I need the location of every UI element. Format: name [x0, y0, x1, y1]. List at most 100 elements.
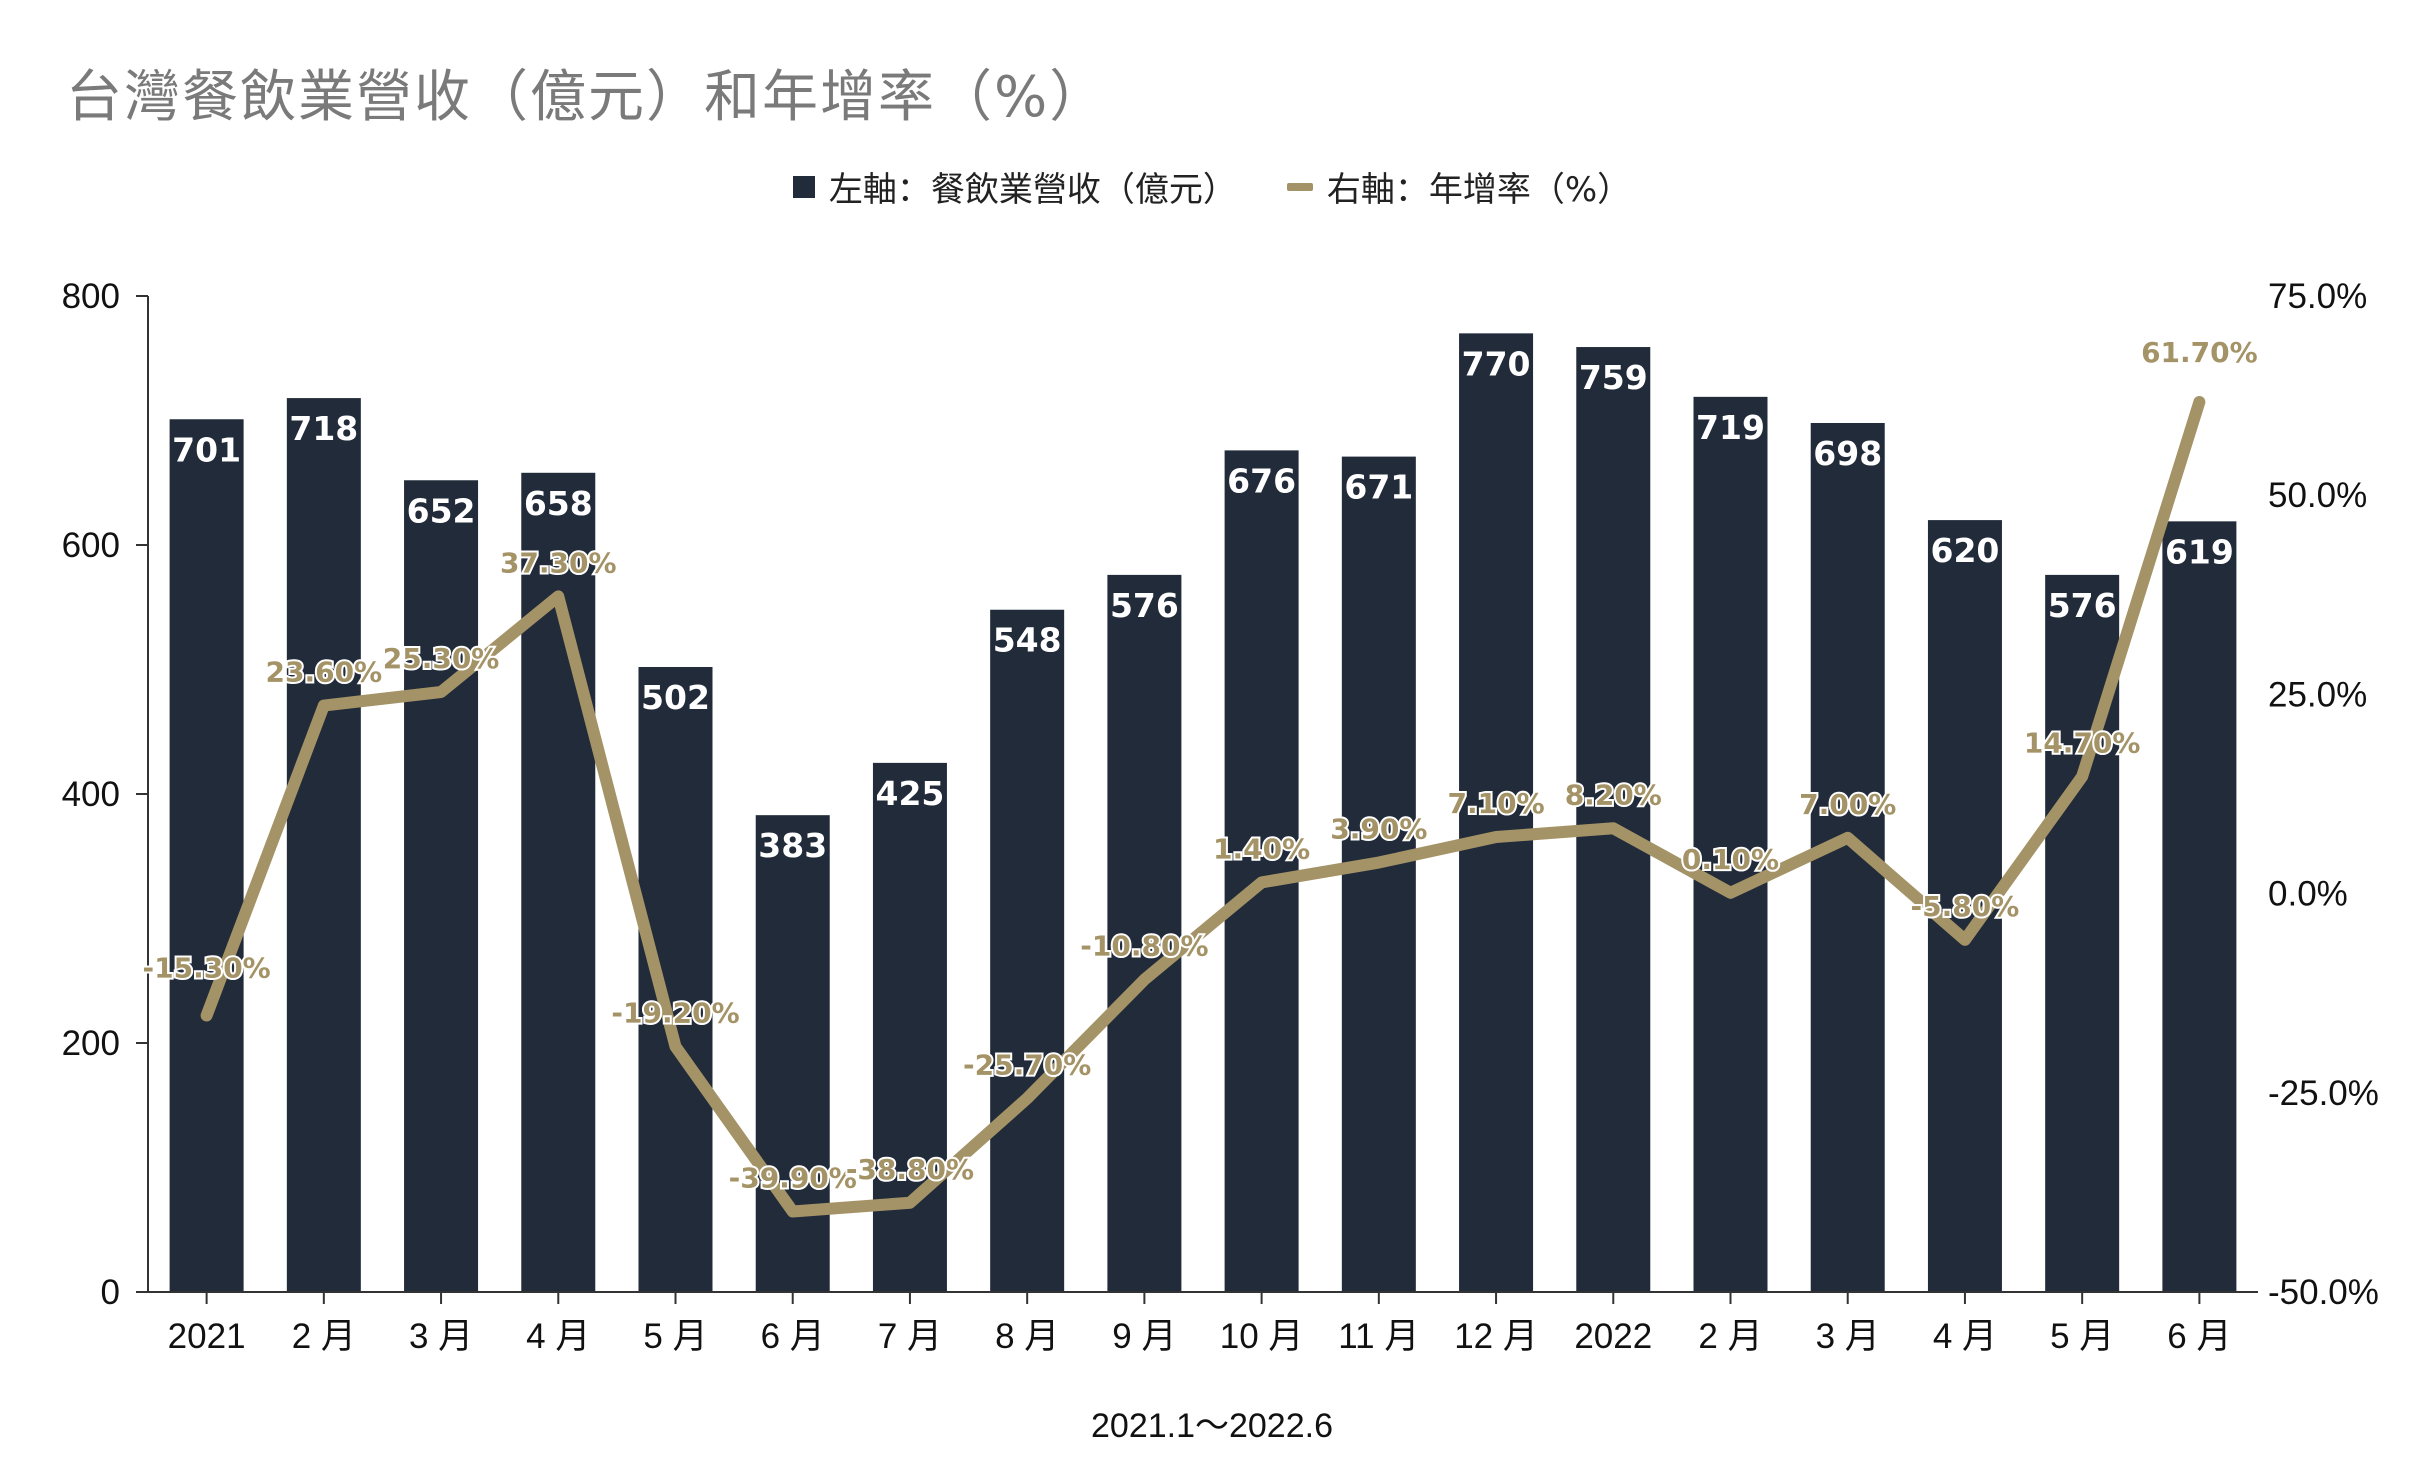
growth-point — [1963, 938, 1966, 941]
growth-line — [200, 395, 2206, 1218]
growth-point — [791, 1210, 794, 1213]
growth-point — [557, 595, 560, 598]
bar-value-label: 770 — [1462, 344, 1531, 383]
y-left-tick-label: 400 — [62, 775, 120, 814]
bar — [169, 419, 244, 1292]
growth-value-label: 23.60% — [266, 656, 383, 689]
growth-point — [1377, 861, 1380, 864]
bar-value-label: 759 — [1579, 358, 1648, 397]
y-right-tick-label: 50.0% — [2268, 476, 2367, 515]
x-tick-label: 5 月 — [643, 1317, 707, 1356]
x-tick-label: 11 月 — [1338, 1317, 1419, 1356]
legend-item-revenue: 左軸：餐飲業營收（億元） — [792, 162, 1237, 211]
bar — [1341, 456, 1416, 1293]
growth-value-label: -19.20% — [611, 997, 739, 1030]
growth-point — [2198, 400, 2201, 403]
bar-value-label: 719 — [1696, 408, 1765, 447]
growth-value-label: 25.30% — [383, 642, 500, 675]
x-tick-label: 4 月 — [526, 1317, 590, 1356]
growth-value-label: -10.80% — [1080, 930, 1208, 963]
y-right-tick-label: -25.0% — [2268, 1074, 2379, 1113]
growth-value-label: 7.00% — [1799, 788, 1896, 821]
x-tick-label: 10 月 — [1220, 1317, 1304, 1356]
bar-value-label: 425 — [875, 774, 944, 813]
x-tick-label: 7 月 — [878, 1317, 942, 1356]
x-tick-label: 9 月 — [1112, 1317, 1176, 1356]
x-tick-label: 4 月 — [1933, 1317, 1997, 1356]
bar — [1693, 396, 1768, 1293]
bar-value-label: 576 — [1110, 586, 1179, 625]
growth-point — [440, 691, 443, 694]
bars-layer — [169, 333, 2237, 1293]
y-right-tick-label: 25.0% — [2268, 675, 2367, 714]
growth-value-label: -39.90% — [729, 1162, 857, 1195]
growth-value-label: -5.80% — [1911, 890, 2020, 923]
bar-value-label: 698 — [1813, 434, 1882, 473]
bar-value-label: 701 — [172, 430, 241, 469]
bar — [1576, 347, 1651, 1292]
y-left-tick-label: 800 — [62, 277, 120, 316]
growth-point — [2081, 775, 2084, 778]
y-left-tick-label: 0 — [101, 1273, 120, 1312]
growth-point — [1729, 891, 1732, 894]
bar — [1224, 450, 1299, 1292]
chart-subtitle: 2021.1～2022.6 — [1091, 1407, 1333, 1445]
x-tick-label: 2 月 — [1698, 1317, 1762, 1356]
legend-label-growth: 右軸：年增率（%） — [1326, 170, 1632, 210]
chart-title: 台灣餐飲業營收（億元）和年增率（%） — [66, 65, 1108, 130]
bar — [286, 398, 361, 1293]
y-right-tick-label: -50.0% — [2268, 1273, 2379, 1312]
growth-point — [1143, 978, 1146, 981]
bar-value-label: 619 — [2165, 532, 2234, 571]
growth-value-label: 1.40% — [1213, 832, 1310, 865]
y-left-tick-label: 200 — [62, 1024, 120, 1063]
legend-swatch-line — [1286, 182, 1313, 191]
growth-value-label: 0.10% — [1682, 843, 1779, 876]
growth-point — [322, 704, 325, 707]
growth-point — [908, 1201, 911, 1204]
growth-value-label: 37.30% — [500, 546, 617, 579]
x-tick-label: 2021 — [168, 1317, 246, 1356]
growth-value-label: 3.90% — [1330, 813, 1427, 846]
growth-point — [674, 1045, 677, 1048]
growth-value-label: 61.70% — [2141, 336, 2258, 369]
legend-swatch-bar — [792, 175, 815, 198]
axes-layer: 0200400600800-50.0%-25.0%0.0%25.0%50.0%7… — [62, 277, 2379, 1356]
growth-value-label: 14.70% — [2024, 726, 2141, 759]
growth-value-label: -38.80% — [846, 1153, 974, 1186]
bar-value-label: 383 — [758, 826, 827, 865]
bar-value-label: 658 — [524, 484, 593, 523]
growth-point — [1495, 836, 1498, 839]
bar — [2162, 521, 2237, 1292]
x-tick-label: 3 月 — [1816, 1317, 1880, 1356]
x-tick-label: 5 月 — [2050, 1317, 2114, 1356]
bar — [1107, 574, 1182, 1292]
growth-value-label: -25.70% — [963, 1048, 1091, 1081]
growth-point — [1260, 881, 1263, 884]
bar-value-label: 671 — [1344, 468, 1413, 507]
growth-value-label: 7.10% — [1447, 787, 1544, 820]
labels-layer: 701 718 652 658 502 383 425 548 576 676 671 770 759 7… — [140, 334, 2259, 1197]
y-right-tick-label: 75.0% — [2268, 277, 2367, 316]
bar-value-label: 676 — [1227, 461, 1296, 500]
chart-legend: 左軸：餐飲業營收（億元） 右軸：年增率（%） — [0, 162, 2424, 211]
x-tick-label: 6 月 — [2167, 1317, 2231, 1356]
growth-point — [1846, 836, 1849, 839]
bar — [638, 667, 713, 1292]
growth-value-label: 8.20% — [1565, 778, 1662, 811]
growth-point — [1026, 1097, 1029, 1100]
bar — [1459, 333, 1534, 1293]
bar-value-label: 620 — [1930, 531, 1999, 570]
x-tick-label: 8 月 — [995, 1317, 1059, 1356]
x-tick-label: 6 月 — [761, 1317, 825, 1356]
x-tick-label: 12 月 — [1454, 1317, 1538, 1356]
bar — [755, 815, 830, 1292]
bar-value-label: 718 — [289, 409, 358, 448]
legend-label-revenue: 左軸：餐飲業營收（億元） — [828, 170, 1237, 210]
growth-point — [205, 1014, 208, 1017]
bar-value-label: 576 — [2048, 586, 2117, 625]
x-tick-label: 2 月 — [292, 1317, 356, 1356]
bar-value-label: 652 — [407, 491, 476, 530]
y-right-tick-label: 0.0% — [2268, 875, 2348, 914]
